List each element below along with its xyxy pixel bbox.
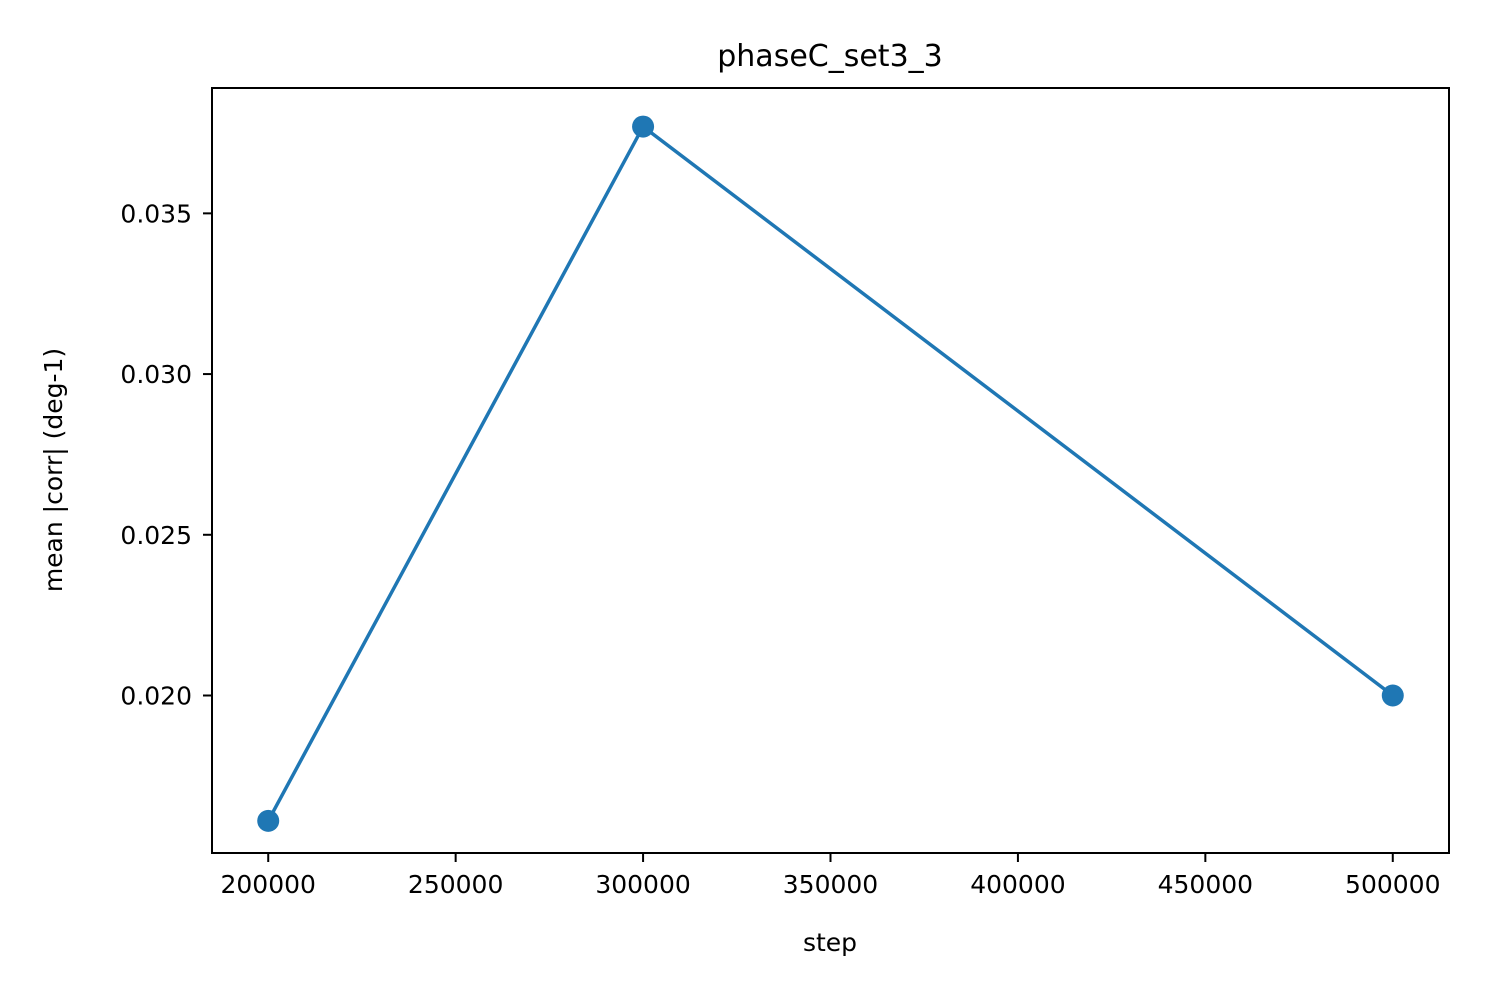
x-axis: 200000 250000 300000 350000 400000 450000 5000… <box>221 853 1440 899</box>
y-tick-label: 0.035 <box>120 199 192 228</box>
y-tick-label: 0.030 <box>120 360 192 389</box>
x-tick-label: 350000 <box>783 870 878 899</box>
x-tick-label: 200000 <box>221 870 316 899</box>
y-axis: 0.020 0.025 0.030 0.035 <box>120 199 212 711</box>
x-axis-title: step <box>803 928 857 957</box>
chart-title: phaseC_set3_3 <box>717 39 943 74</box>
y-tick-label: 0.020 <box>120 682 192 711</box>
x-tick-label: 500000 <box>1345 870 1440 899</box>
data-point <box>632 115 655 138</box>
y-tick-label: 0.025 <box>120 521 192 550</box>
x-tick-label: 450000 <box>1158 870 1253 899</box>
plot-area <box>257 115 1404 832</box>
x-tick-label: 250000 <box>408 870 503 899</box>
plot-frame <box>211 87 1450 854</box>
data-point <box>257 809 280 832</box>
data-point <box>1381 684 1404 707</box>
y-axis-title: mean |corr| (deg-1) <box>39 348 68 592</box>
x-tick-label: 400000 <box>970 870 1065 899</box>
x-tick-label: 300000 <box>595 870 690 899</box>
series-line <box>266 124 1395 823</box>
